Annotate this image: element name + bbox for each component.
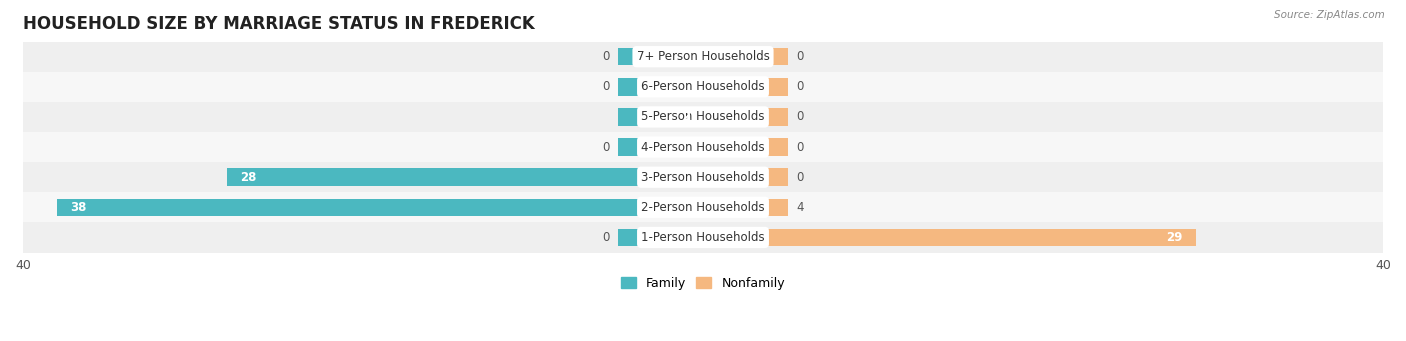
Text: 28: 28 <box>240 171 257 184</box>
Text: 5-Person Households: 5-Person Households <box>641 110 765 123</box>
Text: 0: 0 <box>797 50 804 63</box>
Text: 7+ Person Households: 7+ Person Households <box>637 50 769 63</box>
Bar <box>703 48 787 65</box>
Bar <box>22 42 1384 72</box>
Text: 0: 0 <box>602 50 609 63</box>
Bar <box>703 168 787 186</box>
Text: 0: 0 <box>602 140 609 153</box>
Bar <box>619 229 703 246</box>
Text: 4: 4 <box>797 201 804 214</box>
Bar <box>703 108 787 126</box>
Text: 0: 0 <box>602 80 609 93</box>
Text: 0: 0 <box>797 140 804 153</box>
Bar <box>22 162 1384 192</box>
Text: 4-Person Households: 4-Person Households <box>641 140 765 153</box>
Text: 1-Person Households: 1-Person Households <box>641 231 765 244</box>
Text: HOUSEHOLD SIZE BY MARRIAGE STATUS IN FREDERICK: HOUSEHOLD SIZE BY MARRIAGE STATUS IN FRE… <box>22 15 534 33</box>
Bar <box>56 198 703 216</box>
Text: 2: 2 <box>682 110 690 123</box>
Text: 29: 29 <box>1166 231 1182 244</box>
Bar <box>619 78 703 95</box>
Text: 38: 38 <box>70 201 87 214</box>
Bar <box>22 132 1384 162</box>
Text: 3-Person Households: 3-Person Households <box>641 171 765 184</box>
Bar <box>703 229 1197 246</box>
Bar <box>619 108 703 126</box>
Text: 0: 0 <box>797 110 804 123</box>
Bar <box>703 78 787 95</box>
Bar <box>22 102 1384 132</box>
Bar <box>703 138 787 156</box>
Bar <box>22 192 1384 222</box>
Text: 0: 0 <box>602 231 609 244</box>
Text: 0: 0 <box>797 171 804 184</box>
Text: 2-Person Households: 2-Person Households <box>641 201 765 214</box>
Bar <box>22 72 1384 102</box>
Legend: Family, Nonfamily: Family, Nonfamily <box>616 272 790 295</box>
Text: Source: ZipAtlas.com: Source: ZipAtlas.com <box>1274 10 1385 20</box>
Text: 6-Person Households: 6-Person Households <box>641 80 765 93</box>
Bar <box>619 48 703 65</box>
Bar <box>226 168 703 186</box>
Bar <box>22 222 1384 253</box>
Text: 0: 0 <box>797 80 804 93</box>
Bar <box>703 198 787 216</box>
Bar <box>619 138 703 156</box>
